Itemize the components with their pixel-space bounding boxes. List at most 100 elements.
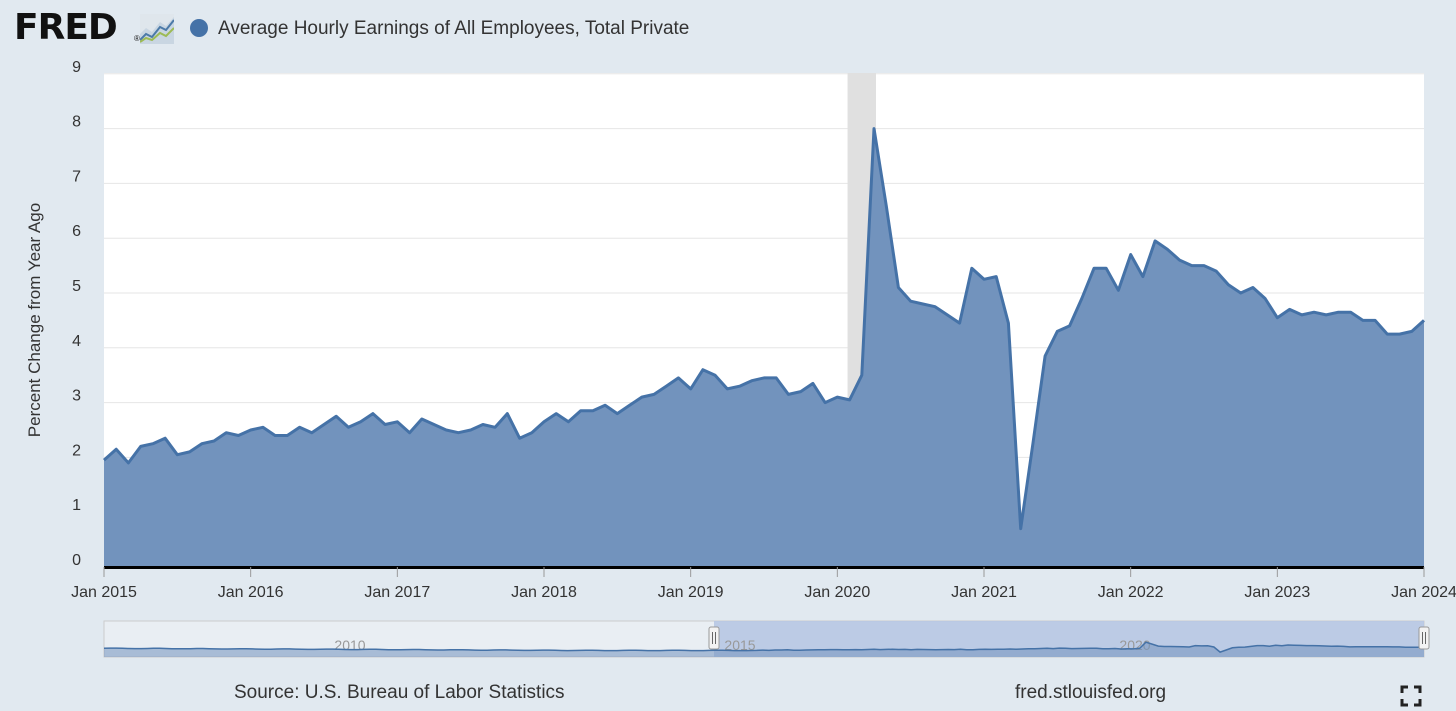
data-point (543, 420, 546, 423)
data-point (983, 278, 986, 281)
data-point (1105, 267, 1108, 270)
x-tick-label: Jan 2021 (951, 584, 1017, 601)
data-point (995, 275, 998, 278)
handle-grip (1418, 626, 1430, 650)
data-point (1068, 324, 1071, 327)
y-tick-label: 1 (72, 497, 81, 514)
data-point (1374, 319, 1377, 322)
data-point (115, 448, 118, 451)
chart-header: FRED ® Average Hourly Earnings of All Em… (0, 0, 1456, 60)
y-tick-label: 2 (72, 442, 81, 459)
data-point (481, 423, 484, 426)
data-point (787, 393, 790, 396)
data-point (714, 374, 717, 377)
y-tick-label: 9 (72, 59, 81, 76)
x-axis: Jan 2015 Jan 2016 Jan 2017 Jan 2018 Jan 2019… (71, 566, 1456, 601)
data-point (860, 374, 863, 377)
data-point (555, 412, 558, 415)
data-point (970, 267, 973, 270)
data-point (249, 429, 252, 432)
data-point (885, 204, 888, 207)
handle-grip (708, 626, 720, 650)
data-point (457, 431, 460, 434)
data-point (445, 429, 448, 432)
data-point (371, 412, 374, 415)
data-point (384, 423, 387, 426)
data-point (237, 434, 240, 437)
data-point (1361, 319, 1364, 322)
data-point (310, 431, 313, 434)
x-tick-label: Jan 2015 (71, 584, 137, 601)
y-axis: 0 1 2 3 4 5 6 7 8 9 (72, 59, 81, 569)
x-tick-label: Jan 2020 (804, 584, 870, 601)
data-point (1313, 311, 1316, 314)
data-point (689, 387, 692, 390)
x-tick-label: Jan 2019 (658, 584, 724, 601)
y-tick-label: 0 (72, 552, 81, 569)
fred-logo[interactable]: FRED ® (14, 6, 179, 50)
data-point (1264, 297, 1267, 300)
y-tick-label: 8 (72, 114, 81, 131)
data-point (653, 393, 656, 396)
data-point (1093, 267, 1096, 270)
data-point (799, 390, 802, 393)
data-point (811, 382, 814, 385)
series-layer[interactable] (103, 127, 1426, 567)
y-tick-label: 3 (72, 388, 81, 405)
data-point (103, 459, 106, 462)
logo-registered-mark: ® (134, 34, 140, 43)
data-point (946, 313, 949, 316)
data-point (1386, 333, 1389, 336)
series-area (104, 128, 1424, 567)
data-point (897, 286, 900, 289)
navigator-left-handle[interactable] (708, 626, 720, 650)
data-point (200, 442, 203, 445)
data-point (824, 401, 827, 404)
navigator-tick-label: 2015 (724, 637, 755, 653)
data-point (604, 404, 607, 407)
data-point (1154, 239, 1157, 242)
data-point (225, 431, 228, 434)
x-tick-label: Jan 2016 (218, 584, 284, 601)
data-point (934, 305, 937, 308)
data-point (1190, 264, 1193, 267)
series-line (103, 127, 1426, 531)
data-point (1141, 275, 1144, 278)
data-point (567, 420, 570, 423)
data-point (1337, 311, 1340, 314)
fullscreen-icon[interactable] (1400, 685, 1422, 707)
data-point (1215, 270, 1218, 273)
y-tick-label: 6 (72, 223, 81, 240)
data-point (359, 420, 362, 423)
data-point (1129, 253, 1132, 256)
data-point (151, 442, 154, 445)
data-point (347, 426, 350, 429)
source-note: Source: U.S. Bureau of Labor Statistics (234, 682, 565, 703)
data-point (164, 437, 167, 440)
data-point (176, 453, 179, 456)
data-point (1166, 248, 1169, 251)
data-point (518, 437, 521, 440)
range-navigator[interactable]: 2010 2015 2020 (103, 620, 1430, 658)
data-point (335, 415, 338, 418)
data-point (958, 322, 961, 325)
data-point (738, 385, 741, 388)
data-point (665, 385, 668, 388)
y-tick-label: 5 (72, 278, 81, 295)
data-point (188, 450, 191, 453)
data-point (433, 423, 436, 426)
y-axis-title: Percent Change from Year Ago (25, 203, 44, 437)
data-point (506, 412, 509, 415)
y-tick-label: 4 (72, 333, 81, 350)
data-point (1044, 355, 1047, 358)
data-point (298, 426, 301, 429)
data-point (579, 409, 582, 412)
data-point (1178, 259, 1181, 262)
data-point (261, 426, 264, 429)
source-url[interactable]: fred.stlouisfed.org (1015, 682, 1167, 703)
data-point (921, 303, 924, 306)
data-point (1325, 313, 1328, 316)
navigator-line (103, 641, 1425, 653)
logo-text: FRED (14, 7, 118, 48)
navigator-right-handle[interactable] (1418, 626, 1430, 650)
